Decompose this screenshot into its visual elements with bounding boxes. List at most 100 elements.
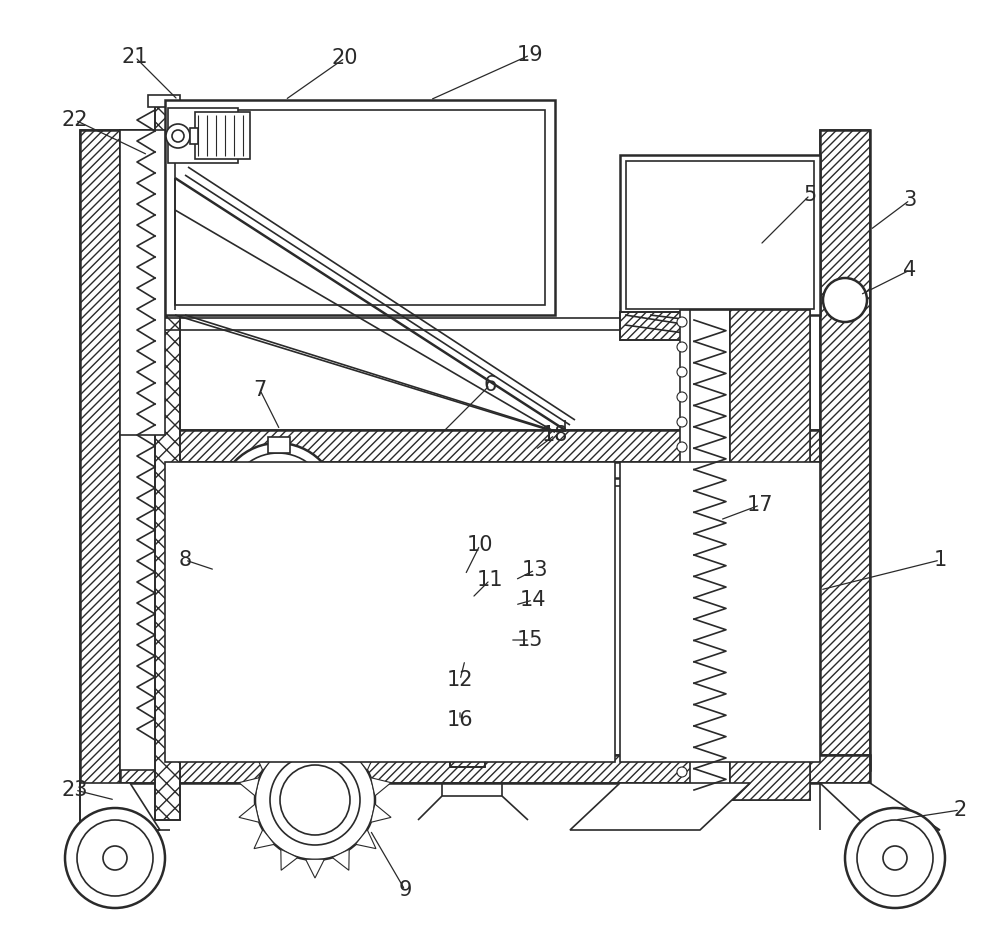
Text: 13: 13 — [522, 560, 548, 580]
Bar — [80, 130, 120, 800]
Circle shape — [677, 592, 687, 602]
Text: 5: 5 — [803, 185, 817, 205]
Text: 12: 12 — [447, 670, 473, 690]
Bar — [120, 430, 820, 462]
Text: 4: 4 — [903, 260, 917, 280]
Circle shape — [857, 820, 933, 896]
Circle shape — [307, 792, 323, 808]
Polygon shape — [332, 849, 349, 870]
Bar — [120, 130, 165, 770]
Circle shape — [677, 742, 687, 752]
Bar — [120, 755, 870, 783]
Polygon shape — [371, 804, 391, 822]
Circle shape — [248, 473, 308, 533]
Polygon shape — [332, 730, 349, 751]
Bar — [690, 310, 730, 800]
Polygon shape — [239, 804, 259, 822]
Polygon shape — [254, 751, 275, 770]
Bar — [745, 310, 775, 510]
Polygon shape — [306, 859, 324, 878]
Bar — [730, 310, 810, 800]
Bar — [120, 430, 820, 462]
Circle shape — [280, 765, 350, 835]
Polygon shape — [570, 783, 750, 830]
Bar — [620, 155, 820, 315]
Bar — [120, 755, 870, 783]
Circle shape — [450, 588, 494, 632]
Circle shape — [677, 467, 687, 477]
Circle shape — [883, 846, 907, 870]
Circle shape — [166, 124, 190, 148]
Circle shape — [677, 667, 687, 677]
Bar — [775, 310, 797, 510]
Circle shape — [499, 467, 521, 489]
Polygon shape — [255, 550, 300, 565]
Text: 14: 14 — [520, 590, 546, 610]
Bar — [820, 130, 870, 770]
Circle shape — [466, 604, 478, 616]
Circle shape — [65, 808, 165, 908]
Circle shape — [677, 717, 687, 727]
Polygon shape — [371, 777, 391, 796]
Bar — [680, 310, 710, 510]
Circle shape — [255, 740, 375, 860]
Polygon shape — [355, 751, 376, 770]
Bar — [460, 695, 478, 760]
Text: 19: 19 — [517, 45, 543, 65]
Circle shape — [218, 443, 338, 563]
Polygon shape — [80, 783, 160, 830]
Circle shape — [677, 617, 687, 627]
Circle shape — [677, 692, 687, 702]
Circle shape — [263, 488, 293, 518]
Bar — [165, 100, 555, 315]
Text: 6: 6 — [483, 375, 497, 395]
Circle shape — [677, 392, 687, 402]
Bar — [710, 310, 732, 510]
Bar — [155, 100, 180, 820]
Text: 21: 21 — [122, 47, 148, 67]
Circle shape — [677, 767, 687, 777]
Text: 20: 20 — [332, 48, 358, 68]
Bar — [120, 130, 155, 430]
Circle shape — [77, 820, 153, 896]
Circle shape — [295, 780, 335, 820]
Circle shape — [677, 417, 687, 427]
Polygon shape — [355, 830, 376, 849]
Text: 22: 22 — [62, 110, 88, 130]
Text: 18: 18 — [542, 425, 568, 445]
Text: 16: 16 — [447, 710, 473, 730]
Bar — [730, 310, 810, 800]
Bar — [626, 161, 814, 309]
Text: 2: 2 — [953, 800, 967, 820]
Bar — [497, 618, 509, 630]
Circle shape — [228, 453, 328, 553]
Circle shape — [270, 755, 360, 845]
Bar — [175, 110, 545, 305]
Text: 15: 15 — [517, 630, 543, 650]
Bar — [820, 130, 870, 770]
Text: 1: 1 — [933, 550, 947, 570]
Circle shape — [502, 470, 518, 486]
Bar — [165, 462, 615, 762]
Bar — [168, 108, 238, 163]
Text: 17: 17 — [747, 495, 773, 515]
Bar — [450, 755, 485, 767]
Text: 9: 9 — [398, 880, 412, 900]
Circle shape — [677, 642, 687, 652]
Polygon shape — [239, 777, 259, 796]
Text: 8: 8 — [178, 550, 192, 570]
Bar — [710, 310, 732, 510]
Bar — [620, 312, 775, 340]
Bar — [148, 95, 180, 107]
Circle shape — [677, 492, 687, 502]
Bar — [460, 640, 478, 760]
Bar — [494, 623, 512, 631]
Bar — [195, 112, 250, 159]
Circle shape — [458, 596, 486, 624]
Circle shape — [823, 278, 867, 322]
Text: 11: 11 — [477, 570, 503, 590]
Circle shape — [103, 846, 127, 870]
Circle shape — [677, 567, 687, 577]
Bar — [620, 312, 775, 340]
Text: 23: 23 — [62, 780, 88, 800]
